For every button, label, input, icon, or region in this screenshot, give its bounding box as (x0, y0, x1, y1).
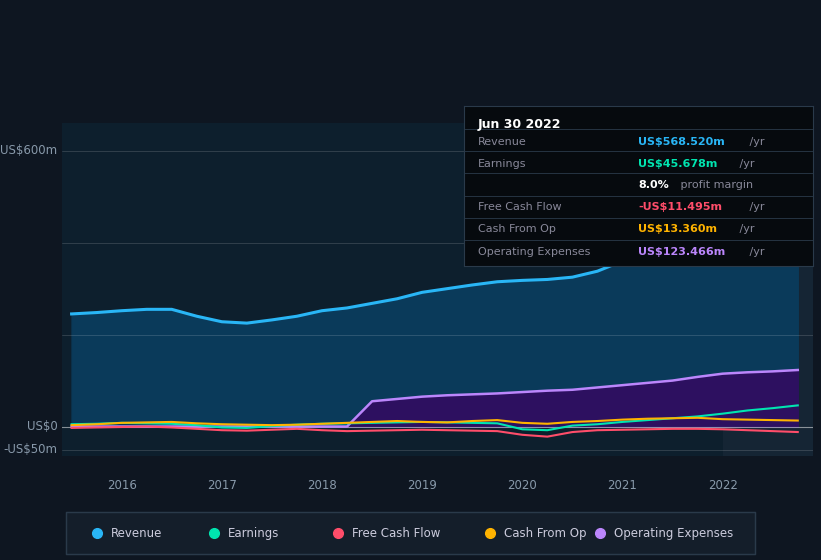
Text: Revenue: Revenue (478, 137, 526, 147)
Text: 2021: 2021 (608, 479, 637, 492)
Text: 8.0%: 8.0% (639, 180, 669, 190)
Text: 2018: 2018 (307, 479, 337, 492)
Text: 2016: 2016 (107, 479, 136, 492)
Text: Free Cash Flow: Free Cash Flow (352, 527, 440, 540)
Text: US$123.466m: US$123.466m (639, 246, 726, 256)
Text: -US$50m: -US$50m (3, 443, 57, 456)
Text: US$0: US$0 (27, 420, 57, 433)
Text: /yr: /yr (745, 202, 764, 212)
Text: /yr: /yr (745, 246, 764, 256)
Text: 2022: 2022 (708, 479, 737, 492)
Text: /yr: /yr (736, 225, 754, 234)
Text: Earnings: Earnings (227, 527, 279, 540)
Text: Operating Expenses: Operating Expenses (614, 527, 733, 540)
Text: Cash From Op: Cash From Op (503, 527, 586, 540)
Text: US$600m: US$600m (0, 144, 57, 157)
Text: 2017: 2017 (207, 479, 236, 492)
Text: Free Cash Flow: Free Cash Flow (478, 202, 562, 212)
Text: US$568.520m: US$568.520m (639, 137, 725, 147)
Text: -US$11.495m: -US$11.495m (639, 202, 722, 212)
Text: US$45.678m: US$45.678m (639, 159, 718, 169)
Text: profit margin: profit margin (677, 180, 754, 190)
Text: US$13.360m: US$13.360m (639, 225, 718, 234)
Text: Cash From Op: Cash From Op (478, 225, 556, 234)
Text: Earnings: Earnings (478, 159, 526, 169)
Text: /yr: /yr (736, 159, 754, 169)
Text: Revenue: Revenue (111, 527, 162, 540)
Text: Operating Expenses: Operating Expenses (478, 246, 590, 256)
Text: Jun 30 2022: Jun 30 2022 (478, 118, 562, 130)
Bar (722, 123, 813, 456)
Text: /yr: /yr (745, 137, 764, 147)
FancyBboxPatch shape (66, 512, 755, 554)
Text: 2019: 2019 (407, 479, 437, 492)
Text: 2020: 2020 (507, 479, 537, 492)
